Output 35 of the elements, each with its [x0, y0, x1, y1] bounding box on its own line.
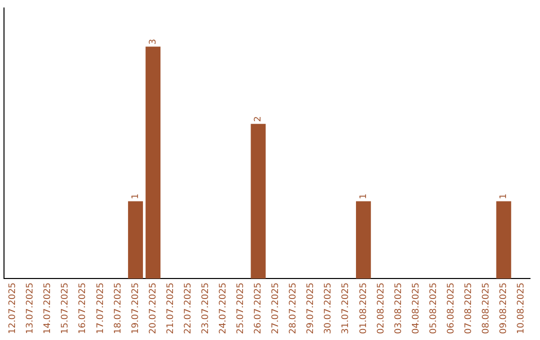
x-tick-label: 06.08.2025 — [446, 282, 456, 334]
data-label: 3 — [148, 38, 158, 45]
x-tick-label: 24.07.2025 — [218, 282, 229, 334]
x-tick-label: 18.07.2025 — [113, 282, 124, 334]
x-tick-label: 03.08.2025 — [394, 282, 404, 334]
x-tick-label: 14.07.2025 — [43, 282, 54, 334]
x-tick-label: 04.08.2025 — [411, 282, 422, 334]
x-tick-label: 28.07.2025 — [288, 282, 299, 334]
x-tick-label: 25.07.2025 — [236, 282, 246, 334]
x-tick-label: 26.07.2025 — [254, 282, 264, 334]
x-tick-label: 22.07.2025 — [183, 282, 194, 334]
x-tick-label: 05.08.2025 — [428, 282, 439, 334]
x-tick-label: 02.08.2025 — [376, 282, 386, 334]
x-tick-label: 12.07.2025 — [8, 282, 18, 334]
x-tick-label: 07.08.2025 — [464, 282, 474, 334]
x-tick-label: 08.08.2025 — [482, 282, 492, 334]
x-tick-label: 27.07.2025 — [271, 282, 282, 334]
x-tick-label: 29.07.2025 — [306, 282, 316, 334]
x-tick-label: 09.08.2025 — [499, 282, 510, 334]
x-tick-label: 30.07.2025 — [324, 282, 334, 334]
data-label: 1 — [499, 193, 510, 200]
x-tick-label: 17.07.2025 — [96, 282, 106, 334]
data-label: 1 — [130, 193, 141, 200]
x-tick-label: 31.07.2025 — [341, 282, 352, 334]
x-tick-label: 21.07.2025 — [166, 282, 176, 334]
x-tick-label: 01.08.2025 — [358, 282, 369, 334]
x-tick-label: 20.07.2025 — [148, 282, 158, 334]
data-label: 1 — [358, 193, 369, 200]
x-tick-label: 15.07.2025 — [60, 282, 71, 334]
x-tick-label: 16.07.2025 — [78, 282, 88, 334]
x-tick-label: 23.07.2025 — [200, 282, 211, 334]
x-tick-label: 13.07.2025 — [26, 282, 36, 334]
x-tick-label: 19.07.2025 — [130, 282, 141, 334]
x-tick-label: 10.08.2025 — [516, 282, 527, 334]
data-label: 2 — [254, 116, 264, 122]
